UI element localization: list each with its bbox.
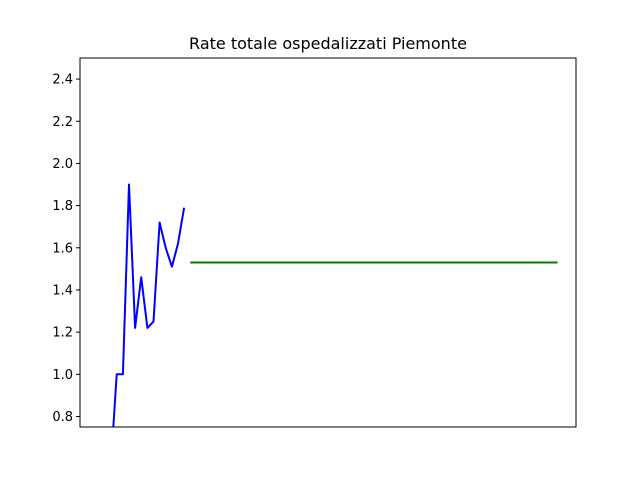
y-tick-label: 1.6 xyxy=(52,241,73,256)
y-tick-label: 1.0 xyxy=(52,368,73,383)
y-tick-label: 2.0 xyxy=(52,157,73,172)
y-tick-label: 1.2 xyxy=(52,326,73,341)
y-tick-label: 2.2 xyxy=(52,115,73,130)
series-layer xyxy=(112,183,558,427)
plot-frame xyxy=(79,57,577,428)
y-tick-label: 1.8 xyxy=(52,199,73,214)
series-line-0 xyxy=(112,183,186,427)
y-tick-label: 2.4 xyxy=(52,73,73,88)
y-tick-label: 1.4 xyxy=(52,283,73,298)
y-axis: 0.8 1.0 1.2 1.4 1.6 1.8 2.0 2.2 2.4 xyxy=(52,73,80,425)
chart-title: Rate totale ospedalizzati Piemonte xyxy=(189,34,467,53)
y-tick-label: 0.8 xyxy=(52,410,73,425)
